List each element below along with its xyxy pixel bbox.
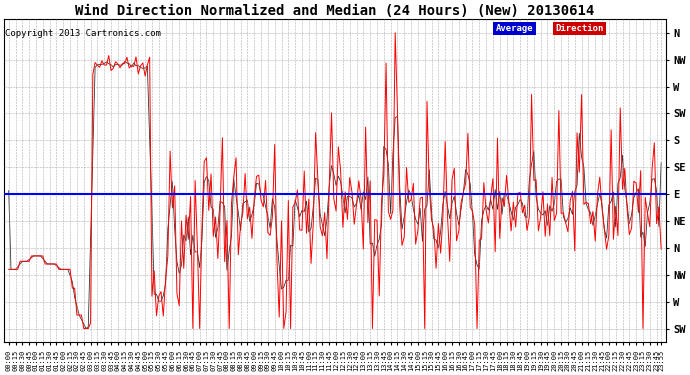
Title: Wind Direction Normalized and Median (24 Hours) (New) 20130614: Wind Direction Normalized and Median (24… xyxy=(75,4,595,18)
Text: Average: Average xyxy=(495,24,533,33)
Text: Copyright 2013 Cartronics.com: Copyright 2013 Cartronics.com xyxy=(6,29,161,38)
Text: Direction: Direction xyxy=(555,24,604,33)
